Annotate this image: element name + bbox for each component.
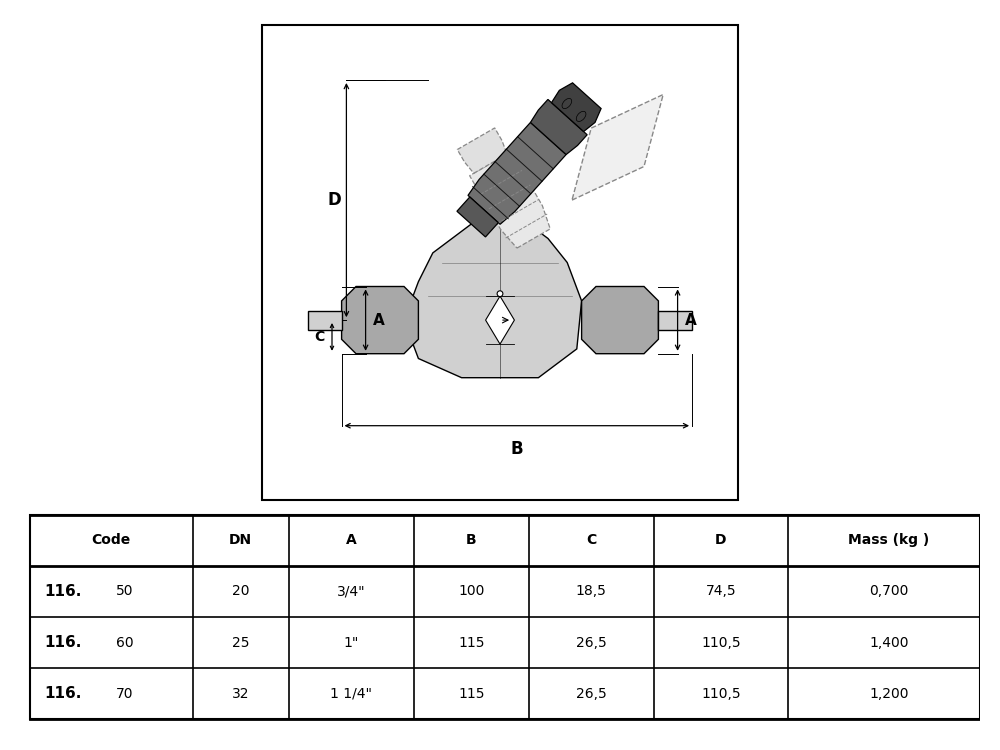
Polygon shape [457, 128, 507, 173]
Ellipse shape [562, 98, 572, 109]
Text: 115: 115 [458, 635, 484, 650]
Text: 20: 20 [232, 584, 250, 598]
Polygon shape [342, 286, 418, 354]
Text: 100: 100 [458, 584, 484, 598]
Ellipse shape [576, 111, 586, 122]
Polygon shape [572, 94, 663, 200]
Text: Code: Code [92, 533, 131, 548]
Text: 110,5: 110,5 [701, 687, 741, 700]
Bar [30, 514, 980, 719]
Text: 70: 70 [116, 687, 134, 700]
Text: 115: 115 [458, 687, 484, 700]
Polygon shape [582, 286, 658, 354]
Text: A: A [373, 313, 385, 328]
Polygon shape [552, 82, 601, 131]
Text: 3/4": 3/4" [337, 584, 366, 598]
Polygon shape [404, 214, 582, 378]
Text: D: D [715, 533, 727, 548]
Text: 60: 60 [116, 635, 134, 650]
Text: DN: DN [229, 533, 252, 548]
Text: 26,5: 26,5 [576, 687, 607, 700]
Text: 0,700: 0,700 [869, 584, 908, 598]
Text: 1 1/4": 1 1/4" [330, 687, 372, 700]
Text: 1,200: 1,200 [869, 687, 909, 700]
Polygon shape [468, 122, 566, 224]
Text: B: B [466, 533, 477, 548]
Text: A: A [346, 533, 357, 548]
Text: 50: 50 [116, 584, 134, 598]
Polygon shape [308, 310, 342, 330]
Text: B: B [510, 440, 523, 458]
Text: 1": 1" [344, 635, 359, 650]
Text: 18,5: 18,5 [576, 584, 607, 598]
Text: 74,5: 74,5 [705, 584, 736, 598]
Polygon shape [486, 296, 514, 344]
Text: D: D [328, 191, 341, 209]
Text: 116.: 116. [44, 635, 81, 650]
Text: 32: 32 [232, 687, 250, 700]
Text: 26,5: 26,5 [576, 635, 607, 650]
Text: A: A [685, 313, 697, 328]
Text: 25: 25 [232, 635, 250, 650]
Polygon shape [457, 197, 498, 237]
Polygon shape [658, 310, 692, 330]
Polygon shape [470, 152, 550, 248]
Text: 1,400: 1,400 [869, 635, 909, 650]
Text: C: C [586, 533, 596, 548]
Text: 116.: 116. [44, 686, 81, 701]
Polygon shape [530, 100, 587, 154]
Text: 116.: 116. [44, 584, 81, 598]
Text: C: C [315, 330, 325, 344]
Text: 110,5: 110,5 [701, 635, 741, 650]
Text: Mass (kg ): Mass (kg ) [848, 533, 929, 548]
Ellipse shape [497, 291, 503, 296]
